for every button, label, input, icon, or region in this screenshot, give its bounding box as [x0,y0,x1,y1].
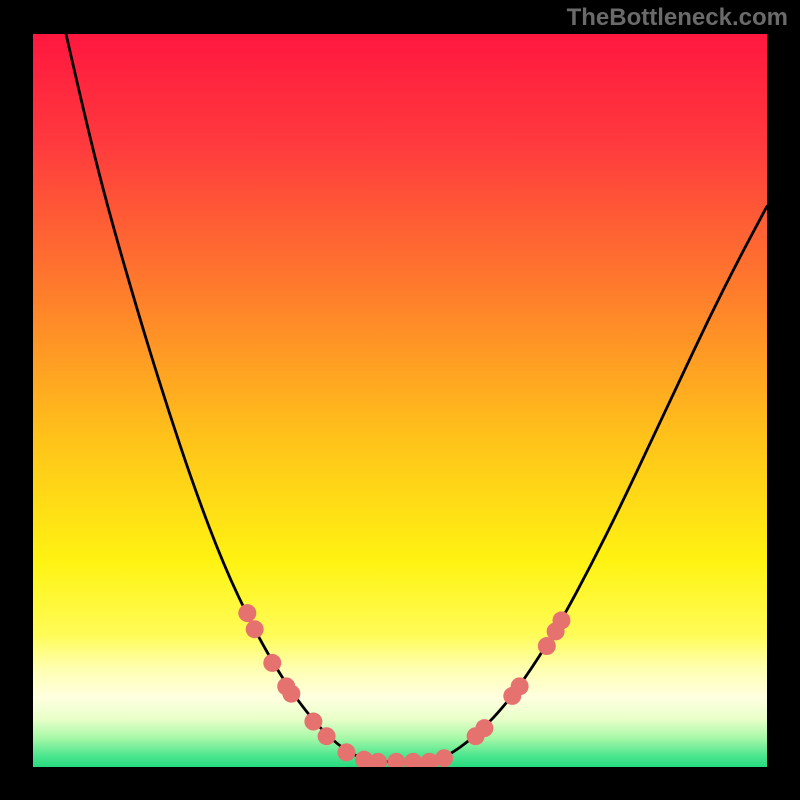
data-marker [318,727,336,745]
data-marker [511,677,529,695]
bottleneck-curve [66,34,767,762]
data-marker [435,749,453,767]
data-marker [337,743,355,761]
plot-area [33,34,767,767]
data-marker [238,604,256,622]
marker-group [238,604,570,767]
data-marker [552,611,570,629]
data-marker [387,753,405,767]
chart-svg [33,34,767,767]
data-marker [246,620,264,638]
data-marker [263,654,281,672]
watermark-text: TheBottleneck.com [567,4,788,32]
data-marker [282,685,300,703]
data-marker [404,753,422,767]
data-marker [475,719,493,737]
data-marker [304,713,322,731]
